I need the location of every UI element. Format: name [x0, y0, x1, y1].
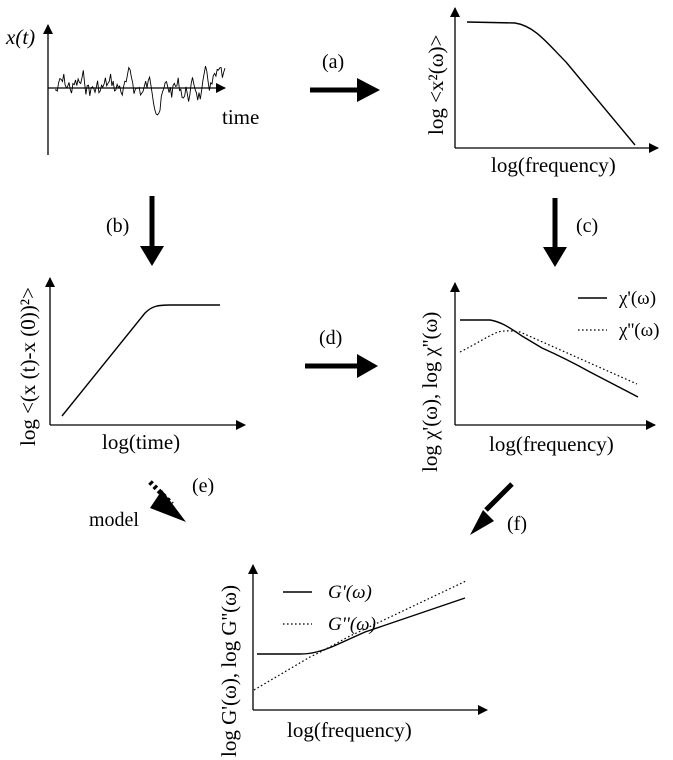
- psd-x-label: log(frequency): [491, 153, 616, 177]
- arrow-d-label: (d): [319, 327, 342, 349]
- arrow-e-model-label: model: [89, 509, 139, 531]
- msd-x-label: log(time): [102, 430, 180, 454]
- arrow-f-label: (f): [507, 513, 527, 535]
- arrow-d: (d): [305, 327, 378, 378]
- psd-curve: [466, 21, 636, 146]
- arrow-c: (c): [543, 198, 598, 267]
- modulus-legend-label-1: G''(ω): [328, 614, 376, 635]
- psd-panel: log <x²(ω)> log(frequency): [424, 7, 659, 177]
- modulus-x-label: log(frequency): [287, 718, 412, 742]
- arrow-a-label: (a): [322, 51, 344, 73]
- timeseries-x-label: time: [222, 105, 259, 129]
- arrow-b-label: (b): [106, 215, 129, 237]
- arrow-c-label: (c): [576, 215, 598, 237]
- arrow-e-label: (e): [192, 475, 214, 497]
- chi-x-label: log(frequency): [489, 432, 614, 456]
- timeseries-panel: x(t) time: [5, 24, 259, 155]
- chi-y-label: log χ'(ω), log χ''(ω): [418, 312, 442, 472]
- chi-prime-curve: [460, 319, 639, 398]
- modulus-panel: G'(ω) G''(ω) log G'(ω), log G''(ω) log(f…: [217, 564, 488, 757]
- arrow-a: (a): [310, 51, 380, 102]
- chi-double-prime-curve: [459, 330, 638, 385]
- modulus-y-label: log G'(ω), log G''(ω): [217, 585, 241, 757]
- modulus-legend-label-0: G'(ω): [328, 582, 372, 603]
- arrow-e: (e) model: [89, 475, 214, 531]
- timeseries-signal: [54, 65, 226, 116]
- timeseries-y-label: x(t): [5, 25, 35, 49]
- msd-panel: log <(x (t)-x (0))²> log(time): [16, 277, 246, 454]
- chi-legend-label-0: χ'(ω): [618, 288, 656, 309]
- psd-y-label: log <x²(ω)>: [424, 35, 448, 135]
- g-double-prime-curve: [253, 580, 467, 691]
- msd-curve: [61, 304, 220, 417]
- arrow-f: (f): [470, 482, 527, 535]
- g-prime-curve: [257, 597, 466, 655]
- msd-y-label: log <(x (t)-x (0))²>: [16, 287, 40, 446]
- arrow-b: (b): [106, 196, 164, 266]
- chi-legend-label-1: χ''(ω): [618, 320, 659, 341]
- chi-panel: χ'(ω) χ''(ω) log χ'(ω), log χ''(ω) log(f…: [418, 282, 659, 472]
